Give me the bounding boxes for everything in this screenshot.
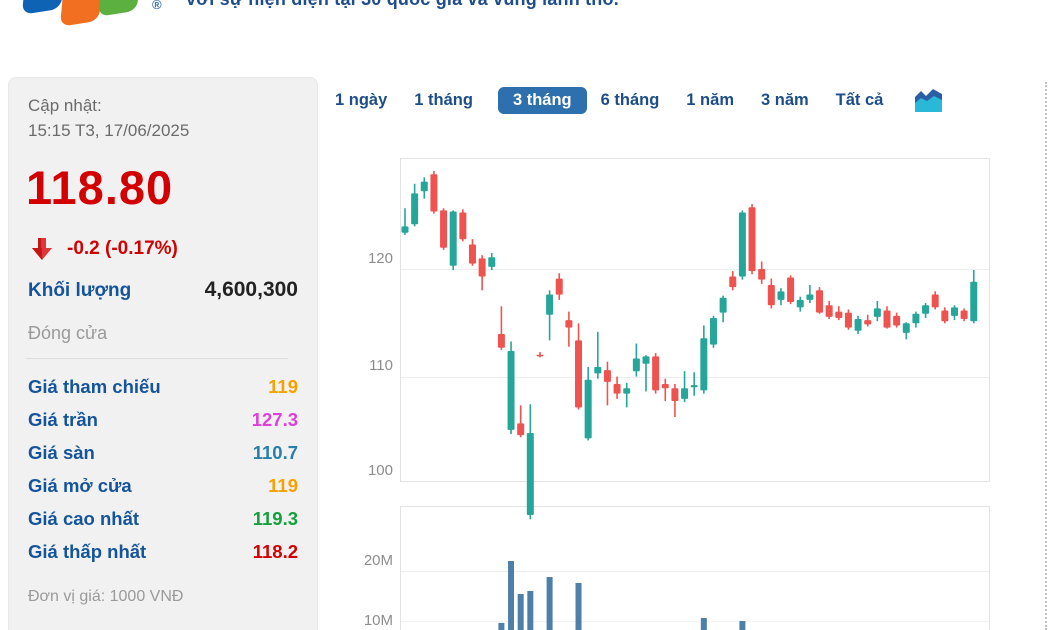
gridline-10m <box>401 621 989 622</box>
price-tick-100: 100 <box>367 462 393 479</box>
right-dotted-edge <box>1045 82 1047 630</box>
row-label: Giá tham chiếu <box>28 376 161 397</box>
session-status: Đóng cửa <box>28 323 108 343</box>
last-updated: Cập nhật: 15:15 T3, 17/06/2025 <box>28 93 189 143</box>
row-ceiling-price: Giá trần 127.3 <box>28 409 298 442</box>
tab-1-year[interactable]: 1 năm <box>686 90 734 109</box>
gridline-20m <box>401 571 989 572</box>
volume-value: 4,600,300 <box>204 278 298 301</box>
row-value: 110.7 <box>252 442 298 463</box>
company-logo <box>21 0 155 27</box>
logo-shape-orange <box>59 0 105 27</box>
row-value: 119.3 <box>252 508 298 529</box>
volume-label: Khối lượng <box>28 280 132 301</box>
price-tick-120: 120 <box>367 250 393 267</box>
row-value: 119 <box>268 475 298 496</box>
tab-3-months[interactable]: 3 tháng <box>497 86 587 114</box>
row-value: 127.3 <box>251 409 298 430</box>
row-highest-price: Giá cao nhất 119.3 <box>28 508 298 541</box>
tab-1-month[interactable]: 1 tháng <box>414 90 473 109</box>
logo-shape-green <box>97 0 143 17</box>
company-tagline: với sự hiện diện tại 30 quốc gia và vùng… <box>186 0 706 10</box>
current-price: 118.80 <box>26 161 174 214</box>
price-tick-110: 110 <box>369 357 393 374</box>
tab-1-day[interactable]: 1 ngày <box>335 90 388 109</box>
updated-time: 15:15 T3, 17/06/2025 <box>28 121 190 140</box>
registered-trademark-icon: ® <box>152 0 162 12</box>
volume-row: Khối lượng 4,600,300 <box>28 278 298 302</box>
stock-summary-panel: Cập nhật: 15:15 T3, 17/06/2025 118.80 -0… <box>8 77 318 630</box>
updated-label: Cập nhật: <box>28 96 102 115</box>
logo-shape-blue <box>21 0 67 15</box>
row-value: 119 <box>268 376 298 397</box>
row-label: Giá thấp nhất <box>28 541 147 562</box>
tab-all[interactable]: Tất cả <box>835 90 884 109</box>
divider <box>26 358 288 359</box>
change-value: -0.2 (-0.17%) <box>67 238 178 259</box>
row-floor-price: Giá sàn 110.7 <box>28 442 298 475</box>
volume-tick-20m: 20M <box>363 552 393 569</box>
price-chart-panel[interactable] <box>400 158 990 482</box>
price-detail-rows: Giá tham chiếu 119 Giá trần 127.3 Giá sà… <box>28 376 298 574</box>
row-label: Giá cao nhất <box>28 508 140 529</box>
row-lowest-price: Giá thấp nhất 118.2 <box>28 541 298 574</box>
row-value: 118.2 <box>252 541 298 562</box>
row-label: Giá mở cửa <box>28 475 132 496</box>
gridline-120 <box>401 269 989 270</box>
price-change: -0.2 (-0.17%) <box>31 236 178 262</box>
gridline-110 <box>401 377 989 378</box>
price-unit-note: Đơn vị giá: 1000 VNĐ <box>28 588 184 605</box>
row-open-price: Giá mở cửa 119 <box>28 475 298 508</box>
row-label: Giá sàn <box>28 442 95 463</box>
volume-tick-10m: 10M <box>363 612 393 629</box>
row-label: Giá trần <box>28 409 98 430</box>
row-reference-price: Giá tham chiếu 119 <box>28 376 298 409</box>
volume-chart-panel[interactable] <box>400 506 990 630</box>
arrow-down-icon <box>32 238 52 260</box>
time-range-tabs: 1 ngày 1 tháng 3 tháng 6 tháng 1 năm 3 n… <box>335 85 943 115</box>
area-chart-icon[interactable] <box>914 87 943 113</box>
tab-3-years[interactable]: 3 năm <box>760 90 809 109</box>
tab-6-months[interactable]: 6 tháng <box>600 90 660 109</box>
